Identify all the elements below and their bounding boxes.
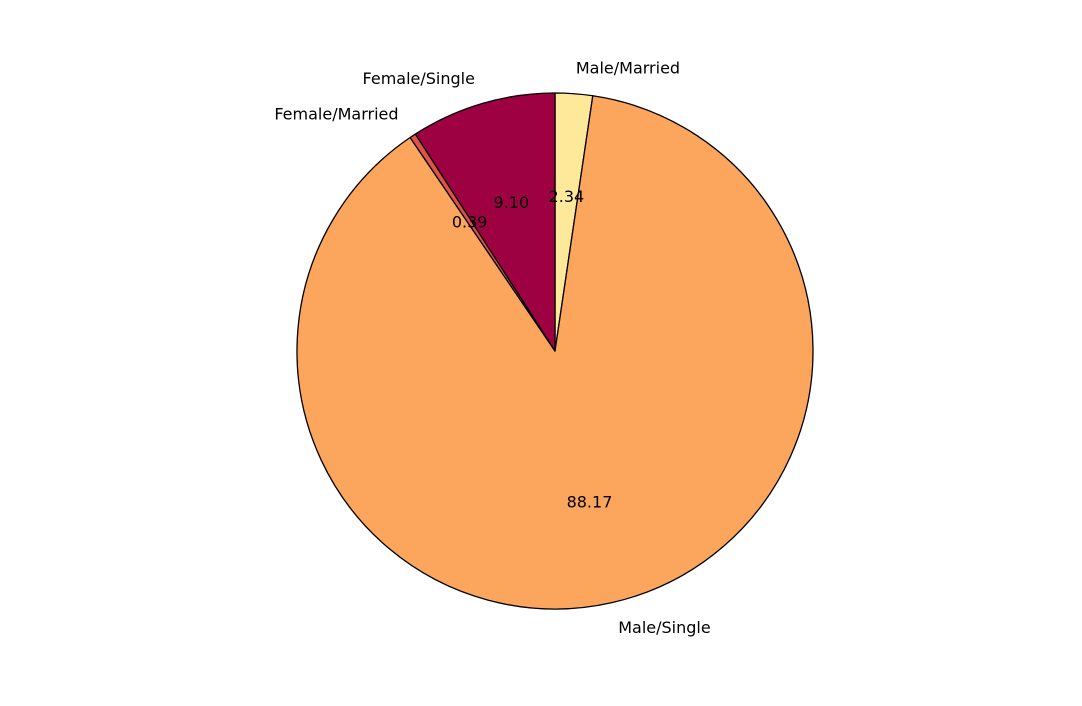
percent-label-female-single: 9.10: [494, 193, 530, 212]
pie-slices: [296, 92, 814, 610]
category-label-male-married: Male/Married: [576, 58, 680, 77]
category-label-male-single: Male/Single: [618, 618, 710, 637]
percent-labels: 2.34 88.17 0.39 9.10: [452, 187, 613, 511]
percent-label-female-married: 0.39: [452, 212, 488, 231]
pie-slice-female-single: [414, 92, 556, 352]
pie-slice-male-single: [296, 95, 814, 610]
percent-label-male-married: 2.34: [549, 187, 585, 206]
category-label-female-single: Female/Single: [363, 69, 475, 88]
category-labels: Male/Married Male/Single Female/Married Fem…: [274, 58, 710, 637]
percent-label-male-single: 88.17: [567, 492, 613, 511]
category-label-female-married: Female/Married: [274, 105, 398, 124]
